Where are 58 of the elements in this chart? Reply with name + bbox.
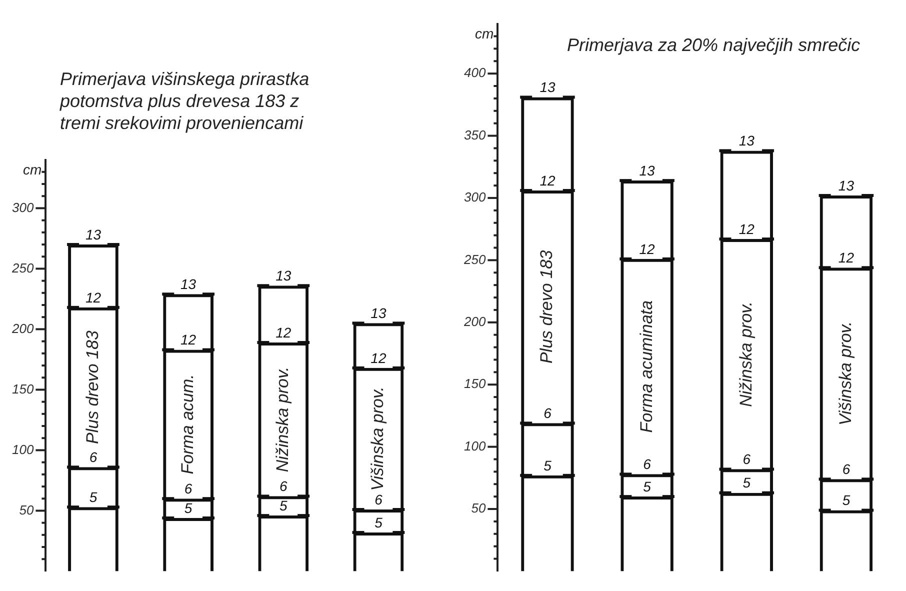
category-label: Višinska prov. [368,386,388,491]
y-tick-label: 300 [464,190,486,205]
y-axis-title: cm [23,162,42,178]
y-tick-label: 400 [464,65,486,80]
y-tick-label: 100 [464,438,486,454]
y-tick-label: 100 [12,442,34,457]
y-tick-label: 150 [12,381,34,396]
category-label: Plus drevo 183 [82,330,102,444]
y-tick-label: 250 [10,260,34,276]
series-label: 12 [540,172,556,188]
text: 6 [643,456,651,472]
text: 13 [276,268,292,284]
text: 6 [184,480,192,496]
text: 12 [639,240,655,257]
chart-title: Primerjava višinskega prirastka potomstva plus drevesa 183 z tremi srekovimi proveniencami [60,68,310,134]
y-tick-label: 300 [12,200,34,215]
text: 12 [276,324,292,340]
series-label: 12 [180,332,196,348]
category-label: Višinska prov. [836,321,855,426]
text: 13 [639,162,655,178]
category-label: Forma acum. [178,374,198,474]
y-tick-label: 200 [462,314,486,329]
text: Primerjava za 20% največjih smrečic [567,34,862,56]
legend-label: 5 [184,500,192,516]
text: 5 [89,488,98,505]
text: 12 [370,350,386,366]
series-label: 6 [544,405,552,422]
y-axis-title: cm [475,26,494,42]
y-tick-label: 150 [464,376,486,392]
y-tick-label: 50 [19,502,34,518]
text: 5 [842,492,850,508]
text: 12 [838,250,854,266]
y-tick-label: 350 [464,127,486,142]
text: 6 [374,491,382,508]
series-label: 13 [738,132,755,149]
text: 13 [180,276,196,292]
category-label: Nižinska prov. [273,366,292,472]
series-label: 13 [370,305,386,322]
text: 13 [838,177,854,194]
y-tick-label: 50 [471,500,486,516]
series-label: 5 [544,457,552,474]
series-label: 6 [89,449,98,466]
text: 5 [643,478,651,494]
text: 5 [374,514,382,530]
category-label: Plus drevo 183 [537,250,556,364]
text: 6 [842,461,850,478]
text: 6 [742,451,751,468]
category-label: Nižinska prov. [736,301,756,407]
text: 12 [738,220,754,237]
y-tick-label: 200 [10,320,34,336]
text: 12 [85,289,102,306]
category-label: Forma acuminata [636,300,656,433]
text: 13 [540,79,556,96]
y-tick-label: 250 [462,252,486,267]
text: 5 [742,474,751,491]
text: 13 [85,226,102,242]
text: 6 [279,478,288,494]
text: 5 [279,497,288,514]
